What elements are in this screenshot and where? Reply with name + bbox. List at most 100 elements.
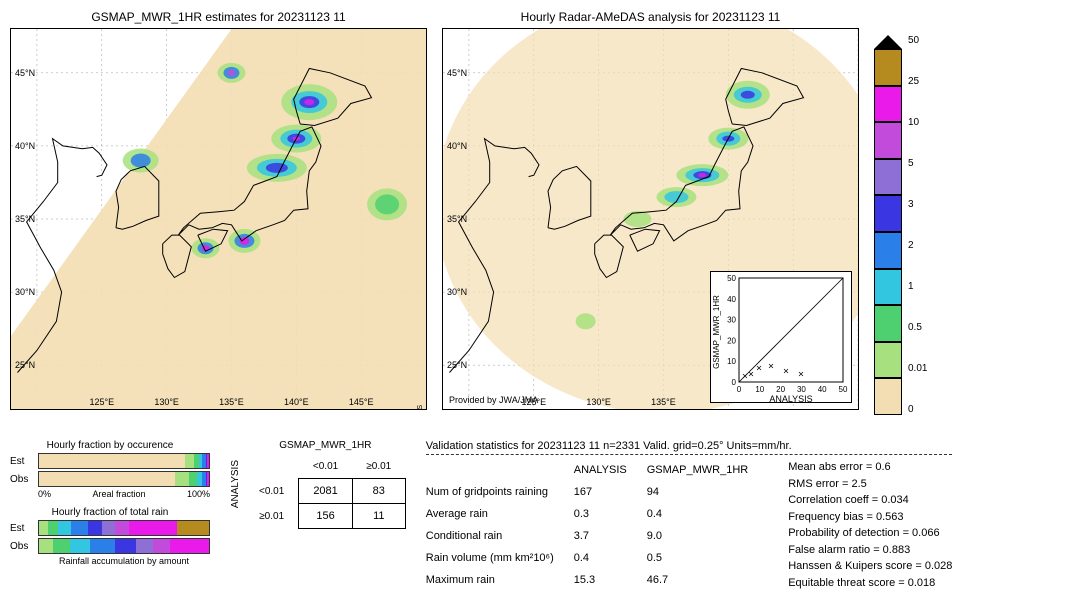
inset-svg: 01020304050 01020304050 ANALYSIS GSMAP_M…	[711, 272, 851, 402]
ct-01: 83	[352, 479, 405, 504]
hbar-label: Est	[10, 456, 38, 467]
stats-table: ANALYSIS GSMAP_MWR_1HR Num of gridpoints…	[426, 459, 758, 591]
svg-text:35°N: 35°N	[15, 214, 35, 224]
svg-text:45°N: 45°N	[15, 68, 35, 78]
provided-label: Provided by JWA/JMA	[449, 395, 538, 405]
svg-text:50: 50	[839, 385, 848, 394]
hbar-seg	[53, 539, 70, 553]
ct-xlabel: GSMAP_MWR_1HR	[245, 440, 406, 451]
bottom-row: Hourly fraction by occurence Est Obs 0% A…	[10, 440, 1070, 591]
ct-00: 2081	[299, 479, 352, 504]
svg-text:135°E: 135°E	[651, 397, 676, 407]
fraction-bars: Hourly fraction by occurence EstObs 0% A…	[10, 440, 210, 566]
colorbar-labels: 50251053210.50.010	[908, 35, 927, 415]
map-right: 125°E130°E135°E25°N30°N35°N40°N45°N Prov…	[442, 28, 859, 410]
hbar-seg	[153, 539, 170, 553]
fraction-total: Hourly fraction of total rain EstObs Rai…	[10, 507, 210, 566]
hbar-seg	[39, 454, 185, 468]
stats-cell: 15.3	[564, 569, 637, 591]
hbar-seg	[115, 539, 135, 553]
colorbar-seg	[874, 305, 902, 342]
colorbar-seg	[874, 269, 902, 306]
stats-cell: Conditional rain	[426, 525, 564, 547]
svg-text:30°N: 30°N	[447, 287, 467, 297]
metric-line: Probability of detection = 0.066	[788, 525, 952, 542]
hbar-row: Obs	[10, 471, 210, 487]
ct-row0: <0.01	[245, 479, 299, 504]
svg-text:130°E: 130°E	[154, 397, 179, 407]
stats-cell: 94	[637, 481, 758, 503]
frac-occ-max: 100%	[187, 489, 210, 499]
metric-line: False alarm ratio = 0.883	[788, 542, 952, 559]
ct-10: 156	[299, 504, 352, 529]
stats-cell: 0.3	[564, 503, 637, 525]
svg-text:25°N: 25°N	[447, 360, 467, 370]
hbar-row: Obs	[10, 538, 210, 554]
svg-text:40: 40	[818, 385, 827, 394]
frac-tot-title: Hourly fraction of total rain	[10, 507, 210, 518]
ct-11: 11	[352, 504, 405, 529]
hbar-seg	[70, 539, 90, 553]
svg-text:40°N: 40°N	[447, 141, 467, 151]
metric-line: RMS error = 2.5	[788, 476, 952, 493]
hbar-seg	[71, 521, 88, 535]
contingency-table: <0.01≥0.01 <0.01 2081 83 ≥0.01 156 11	[245, 455, 406, 529]
hbar-seg	[90, 539, 116, 553]
stats-cell: 3.7	[564, 525, 637, 547]
svg-text:135°E: 135°E	[219, 397, 244, 407]
colorbar-tick: 0	[908, 404, 927, 415]
stats-h2: GSMAP_MWR_1HR	[637, 459, 758, 481]
colorbar-seg	[874, 378, 902, 415]
stats-title: Validation statistics for 20231123 11 n=…	[426, 440, 953, 455]
colorbar-seg	[874, 195, 902, 232]
colorbar-seg	[874, 122, 902, 159]
hbar-seg	[39, 472, 175, 486]
map-left-title: GSMAP_MWR_1HR estimates for 20231123 11	[10, 10, 427, 24]
frac-occ-min: 0%	[38, 489, 51, 499]
hbar-seg	[136, 539, 153, 553]
frac-occ-title: Hourly fraction by occurence	[10, 440, 210, 451]
colorbar-tick: 25	[908, 76, 927, 87]
svg-text:125°E: 125°E	[89, 397, 114, 407]
hbar	[38, 520, 210, 536]
svg-text:25°N: 25°N	[15, 360, 35, 370]
hbar-seg	[170, 539, 209, 553]
svg-text:40°N: 40°N	[15, 141, 35, 151]
colorbar-seg	[874, 159, 902, 196]
svg-text:50: 50	[727, 274, 736, 283]
svg-text:30: 30	[727, 316, 736, 325]
hbar	[38, 471, 210, 487]
stats-cell: 0.5	[637, 547, 758, 569]
colorbar-seg	[874, 49, 902, 86]
stats-cell: 0.4	[637, 503, 758, 525]
fraction-occurrence: Hourly fraction by occurence EstObs 0% A…	[10, 440, 210, 499]
top-row: GSMAP_MWR_1HR estimates for 20231123 11 …	[10, 10, 1070, 415]
map-left-panel: GSMAP_MWR_1HR estimates for 20231123 11 …	[10, 10, 427, 410]
colorbar-tick: 10	[908, 117, 927, 128]
hbar-seg	[58, 521, 72, 535]
stats-cell: Average rain	[426, 503, 564, 525]
colorbar-seg	[874, 232, 902, 269]
colorbar-tick: 3	[908, 199, 927, 210]
hbar-seg	[129, 521, 177, 535]
svg-text:140°E: 140°E	[284, 397, 309, 407]
frac-tot-axis: Rainfall accumulation by amount	[59, 556, 189, 566]
svg-text:10: 10	[755, 385, 764, 394]
map-left: 125°E 130°E 135°E 140°E 145°E 25°N 30°N 35°N 40°…	[10, 28, 427, 410]
ct-row1: ≥0.01	[245, 504, 299, 529]
inset-ylabel: GSMAP_MWR_1HR	[712, 295, 721, 369]
svg-text:10: 10	[727, 357, 736, 366]
colorbar-tick: 1	[908, 281, 927, 292]
hbar	[38, 538, 210, 554]
map-right-title: Hourly Radar-AMeDAS analysis for 2023112…	[442, 10, 859, 24]
metrics: Mean abs error = 0.6RMS error = 2.5Corre…	[788, 459, 952, 591]
stats-cell: 0.4	[564, 547, 637, 569]
hbar-seg	[39, 539, 53, 553]
svg-text:145°E: 145°E	[349, 397, 374, 407]
hbar-seg	[189, 472, 198, 486]
stats-cell: Rain volume (mm km²10⁶)	[426, 547, 564, 569]
contingency-wrap: ANALYSIS GSMAP_MWR_1HR <0.01≥0.01 <0.01 …	[230, 440, 406, 529]
svg-text:30°N: 30°N	[15, 287, 35, 297]
hbar-seg	[48, 521, 58, 535]
metric-line: Mean abs error = 0.6	[788, 459, 952, 476]
